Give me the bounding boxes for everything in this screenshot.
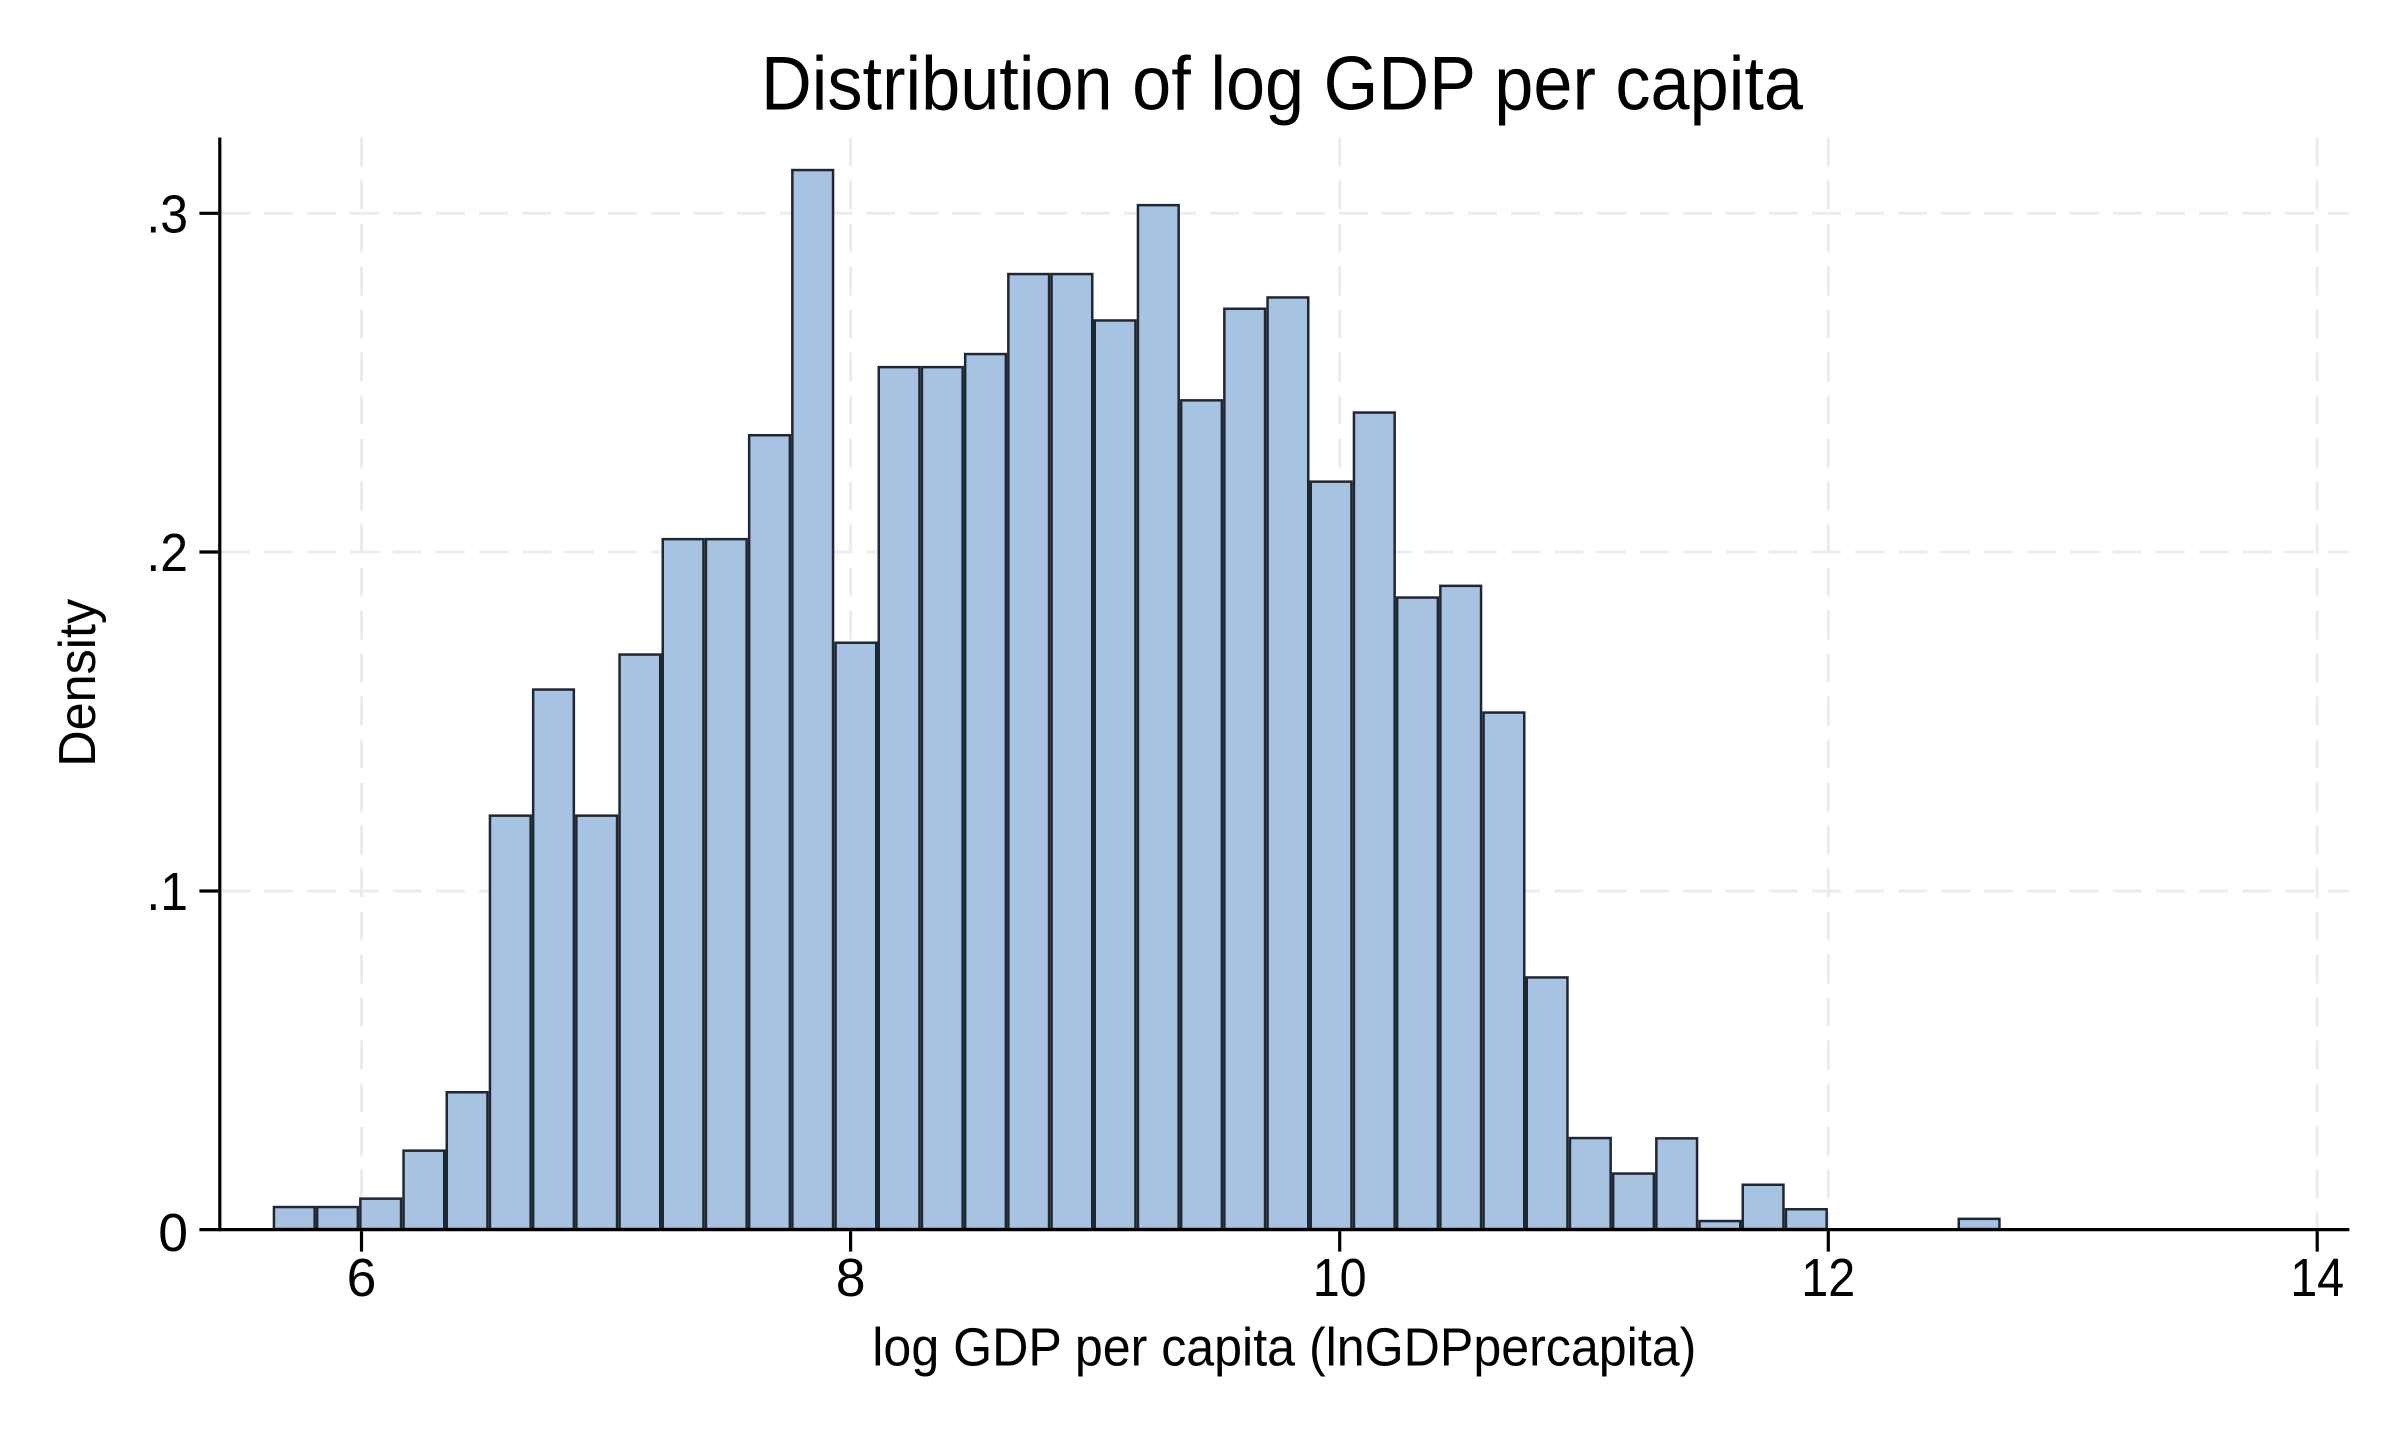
svg-text:.1: .1 (146, 863, 188, 922)
svg-text:10: 10 (1313, 1249, 1367, 1308)
svg-text:6: 6 (347, 1249, 377, 1308)
svg-text:.2: .2 (146, 524, 188, 583)
svg-text:Density: Density (49, 599, 107, 767)
svg-text:.3: .3 (146, 186, 188, 245)
svg-text:log GDP per capita (lnGDPperca: log GDP per capita (lnGDPpercapita) (872, 1318, 1696, 1378)
svg-text:12: 12 (1801, 1249, 1855, 1308)
svg-text:Distribution of log GDP per ca: Distribution of log GDP per capita (761, 42, 1804, 127)
svg-text:8: 8 (836, 1249, 866, 1308)
svg-text:0: 0 (158, 1204, 188, 1263)
svg-text:14: 14 (2290, 1249, 2344, 1308)
